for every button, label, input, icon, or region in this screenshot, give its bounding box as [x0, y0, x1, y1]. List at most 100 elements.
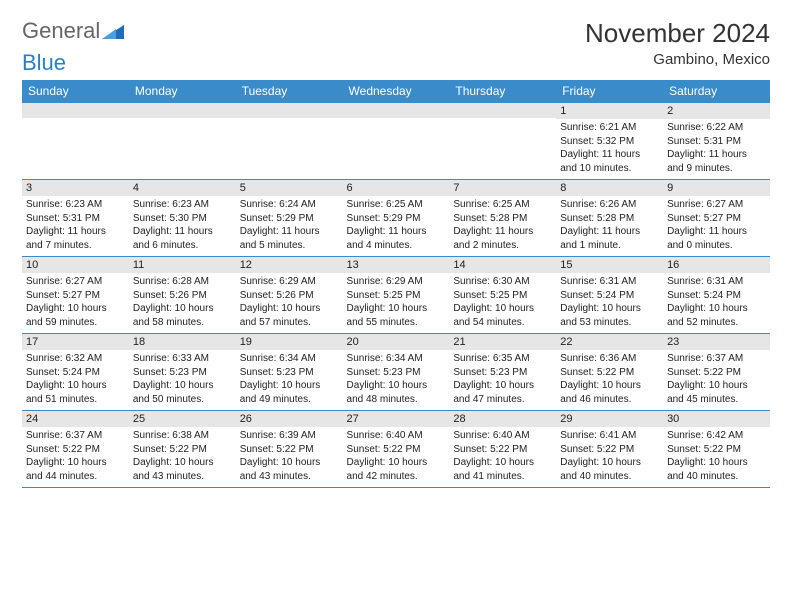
day-header: Wednesday	[343, 80, 450, 103]
calendar-cell	[22, 103, 129, 180]
day-text: Sunrise: 6:40 AM Sunset: 5:22 PM Dayligh…	[343, 427, 450, 487]
day-number	[236, 103, 343, 118]
calendar-cell: 19Sunrise: 6:34 AM Sunset: 5:23 PM Dayli…	[236, 334, 343, 411]
calendar-cell: 13Sunrise: 6:29 AM Sunset: 5:25 PM Dayli…	[343, 257, 450, 334]
day-text: Sunrise: 6:35 AM Sunset: 5:23 PM Dayligh…	[449, 350, 556, 410]
calendar-cell: 24Sunrise: 6:37 AM Sunset: 5:22 PM Dayli…	[22, 411, 129, 488]
day-text: Sunrise: 6:37 AM Sunset: 5:22 PM Dayligh…	[663, 350, 770, 410]
day-number: 16	[663, 257, 770, 273]
calendar-cell: 17Sunrise: 6:32 AM Sunset: 5:24 PM Dayli…	[22, 334, 129, 411]
day-number: 14	[449, 257, 556, 273]
calendar-cell: 27Sunrise: 6:40 AM Sunset: 5:22 PM Dayli…	[343, 411, 450, 488]
calendar-cell: 29Sunrise: 6:41 AM Sunset: 5:22 PM Dayli…	[556, 411, 663, 488]
day-number: 25	[129, 411, 236, 427]
day-text: Sunrise: 6:26 AM Sunset: 5:28 PM Dayligh…	[556, 196, 663, 256]
day-header: Monday	[129, 80, 236, 103]
day-text: Sunrise: 6:25 AM Sunset: 5:28 PM Dayligh…	[449, 196, 556, 256]
calendar-cell: 28Sunrise: 6:40 AM Sunset: 5:22 PM Dayli…	[449, 411, 556, 488]
day-number: 18	[129, 334, 236, 350]
brand-text-1: General	[22, 18, 100, 44]
calendar-cell: 8Sunrise: 6:26 AM Sunset: 5:28 PM Daylig…	[556, 180, 663, 257]
brand-text-2: Blue	[22, 50, 66, 76]
calendar-table: Sunday Monday Tuesday Wednesday Thursday…	[22, 80, 770, 488]
day-text: Sunrise: 6:23 AM Sunset: 5:31 PM Dayligh…	[22, 196, 129, 256]
location-label: Gambino, Mexico	[585, 51, 770, 68]
day-number	[449, 103, 556, 118]
day-text: Sunrise: 6:21 AM Sunset: 5:32 PM Dayligh…	[556, 119, 663, 179]
calendar-week-row: 1Sunrise: 6:21 AM Sunset: 5:32 PM Daylig…	[22, 103, 770, 180]
title-block: November 2024 Gambino, Mexico	[585, 18, 770, 68]
month-title: November 2024	[585, 18, 770, 49]
day-header: Thursday	[449, 80, 556, 103]
day-header: Sunday	[22, 80, 129, 103]
day-text: Sunrise: 6:31 AM Sunset: 5:24 PM Dayligh…	[663, 273, 770, 333]
day-number: 21	[449, 334, 556, 350]
day-text: Sunrise: 6:38 AM Sunset: 5:22 PM Dayligh…	[129, 427, 236, 487]
calendar-cell	[449, 103, 556, 180]
day-text: Sunrise: 6:32 AM Sunset: 5:24 PM Dayligh…	[22, 350, 129, 410]
day-header-row: Sunday Monday Tuesday Wednesday Thursday…	[22, 80, 770, 103]
day-number: 9	[663, 180, 770, 196]
day-number: 15	[556, 257, 663, 273]
brand-logo: General	[22, 18, 124, 44]
calendar-cell: 23Sunrise: 6:37 AM Sunset: 5:22 PM Dayli…	[663, 334, 770, 411]
day-number: 26	[236, 411, 343, 427]
day-number	[129, 103, 236, 118]
calendar-cell	[343, 103, 450, 180]
day-number: 5	[236, 180, 343, 196]
calendar-cell: 2Sunrise: 6:22 AM Sunset: 5:31 PM Daylig…	[663, 103, 770, 180]
calendar-week-row: 10Sunrise: 6:27 AM Sunset: 5:27 PM Dayli…	[22, 257, 770, 334]
calendar-cell: 5Sunrise: 6:24 AM Sunset: 5:29 PM Daylig…	[236, 180, 343, 257]
calendar-week-row: 3Sunrise: 6:23 AM Sunset: 5:31 PM Daylig…	[22, 180, 770, 257]
day-number: 28	[449, 411, 556, 427]
calendar-cell: 15Sunrise: 6:31 AM Sunset: 5:24 PM Dayli…	[556, 257, 663, 334]
calendar-week-row: 24Sunrise: 6:37 AM Sunset: 5:22 PM Dayli…	[22, 411, 770, 488]
day-text: Sunrise: 6:22 AM Sunset: 5:31 PM Dayligh…	[663, 119, 770, 179]
day-number: 23	[663, 334, 770, 350]
day-text	[236, 118, 343, 166]
calendar-cell: 26Sunrise: 6:39 AM Sunset: 5:22 PM Dayli…	[236, 411, 343, 488]
day-number	[22, 103, 129, 118]
day-number: 12	[236, 257, 343, 273]
calendar-week-row: 17Sunrise: 6:32 AM Sunset: 5:24 PM Dayli…	[22, 334, 770, 411]
calendar-cell: 6Sunrise: 6:25 AM Sunset: 5:29 PM Daylig…	[343, 180, 450, 257]
day-text: Sunrise: 6:34 AM Sunset: 5:23 PM Dayligh…	[343, 350, 450, 410]
calendar-cell: 16Sunrise: 6:31 AM Sunset: 5:24 PM Dayli…	[663, 257, 770, 334]
day-text: Sunrise: 6:40 AM Sunset: 5:22 PM Dayligh…	[449, 427, 556, 487]
day-text: Sunrise: 6:31 AM Sunset: 5:24 PM Dayligh…	[556, 273, 663, 333]
day-number	[343, 103, 450, 118]
day-number: 6	[343, 180, 450, 196]
day-number: 11	[129, 257, 236, 273]
brand-triangle-icon	[102, 23, 124, 41]
day-text: Sunrise: 6:23 AM Sunset: 5:30 PM Dayligh…	[129, 196, 236, 256]
day-number: 27	[343, 411, 450, 427]
day-text: Sunrise: 6:36 AM Sunset: 5:22 PM Dayligh…	[556, 350, 663, 410]
day-header: Friday	[556, 80, 663, 103]
calendar-cell: 11Sunrise: 6:28 AM Sunset: 5:26 PM Dayli…	[129, 257, 236, 334]
calendar-cell	[129, 103, 236, 180]
calendar-cell: 18Sunrise: 6:33 AM Sunset: 5:23 PM Dayli…	[129, 334, 236, 411]
calendar-cell: 4Sunrise: 6:23 AM Sunset: 5:30 PM Daylig…	[129, 180, 236, 257]
day-text	[22, 118, 129, 166]
calendar-cell: 21Sunrise: 6:35 AM Sunset: 5:23 PM Dayli…	[449, 334, 556, 411]
day-number: 4	[129, 180, 236, 196]
day-number: 22	[556, 334, 663, 350]
calendar-cell: 20Sunrise: 6:34 AM Sunset: 5:23 PM Dayli…	[343, 334, 450, 411]
day-number: 7	[449, 180, 556, 196]
day-header: Saturday	[663, 80, 770, 103]
day-text: Sunrise: 6:39 AM Sunset: 5:22 PM Dayligh…	[236, 427, 343, 487]
calendar-cell: 1Sunrise: 6:21 AM Sunset: 5:32 PM Daylig…	[556, 103, 663, 180]
day-text: Sunrise: 6:30 AM Sunset: 5:25 PM Dayligh…	[449, 273, 556, 333]
day-text: Sunrise: 6:29 AM Sunset: 5:26 PM Dayligh…	[236, 273, 343, 333]
day-number: 8	[556, 180, 663, 196]
calendar-cell: 14Sunrise: 6:30 AM Sunset: 5:25 PM Dayli…	[449, 257, 556, 334]
day-text	[449, 118, 556, 166]
calendar-cell: 9Sunrise: 6:27 AM Sunset: 5:27 PM Daylig…	[663, 180, 770, 257]
day-text: Sunrise: 6:34 AM Sunset: 5:23 PM Dayligh…	[236, 350, 343, 410]
day-number: 20	[343, 334, 450, 350]
day-header: Tuesday	[236, 80, 343, 103]
calendar-cell: 10Sunrise: 6:27 AM Sunset: 5:27 PM Dayli…	[22, 257, 129, 334]
day-number: 24	[22, 411, 129, 427]
day-number: 3	[22, 180, 129, 196]
day-text: Sunrise: 6:42 AM Sunset: 5:22 PM Dayligh…	[663, 427, 770, 487]
